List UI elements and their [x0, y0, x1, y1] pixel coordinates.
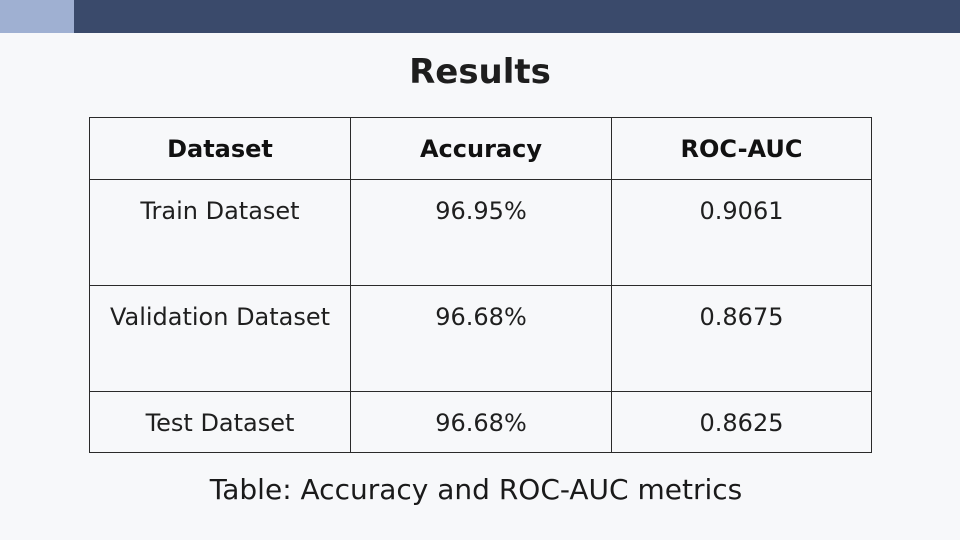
- top-banner-accent: [0, 0, 74, 33]
- table-row: Test Dataset 96.68% 0.8625: [89, 391, 872, 453]
- table-row: Validation Dataset 96.68% 0.8675: [89, 285, 872, 392]
- dataset-cell: Test Dataset: [89, 391, 351, 453]
- top-banner-bar: [0, 0, 960, 33]
- column-header-roc-auc: ROC-AUC: [611, 117, 872, 180]
- roc-auc-cell: 0.8625: [611, 391, 872, 453]
- roc-auc-cell: 0.9061: [611, 179, 872, 286]
- accuracy-cell: 96.68%: [350, 391, 612, 453]
- accuracy-cell: 96.68%: [350, 285, 612, 392]
- roc-auc-cell: 0.8675: [611, 285, 872, 392]
- table-caption: Table: Accuracy and ROC-AUC metrics: [209, 473, 743, 506]
- accuracy-cell: 96.95%: [350, 179, 612, 286]
- table-header-row: Dataset Accuracy ROC-AUC: [89, 117, 872, 180]
- dataset-cell: Validation Dataset: [89, 285, 351, 392]
- table-row: Train Dataset 96.95% 0.9061: [89, 179, 872, 286]
- dataset-cell: Train Dataset: [89, 179, 351, 286]
- column-header-accuracy: Accuracy: [350, 117, 612, 180]
- slide-title: Results: [409, 52, 551, 92]
- column-header-dataset: Dataset: [89, 117, 351, 180]
- results-table: Dataset Accuracy ROC-AUC Train Dataset 9…: [89, 117, 872, 453]
